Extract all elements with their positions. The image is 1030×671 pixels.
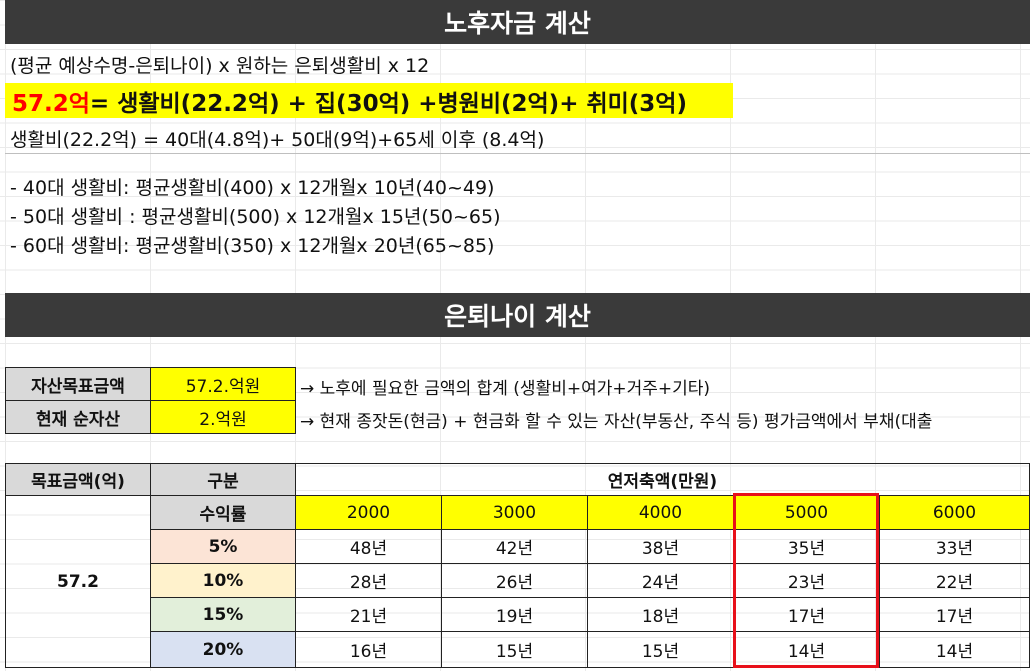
net-asset-desc: → 현재 종잣돈(현금) + 현금화 할 수 있는 자산(부동산, 주식 등) … xyxy=(300,412,933,432)
savings-6000: 6000 xyxy=(879,495,1030,530)
rate-10: 10% xyxy=(150,563,296,598)
col-header-savings: 연저축액(만원) xyxy=(295,463,1030,496)
rate-15: 15% xyxy=(150,597,296,632)
table-cell: 38년 xyxy=(587,529,734,564)
table-cell: 33년 xyxy=(879,529,1030,564)
savings-3000: 3000 xyxy=(441,495,588,530)
detail-40s: - 40대 생활비: 평균생활비(400) x 12개월x 10년(40~49) xyxy=(10,177,495,199)
total-breakdown: = 생활비(22.2억) + 집(30억) +병원비(2억)+ 취미(3억) xyxy=(89,90,687,117)
table-cell: 42년 xyxy=(441,529,588,564)
table-cell: 21년 xyxy=(295,597,442,632)
table-cell: 24년 xyxy=(587,563,734,598)
table-cell: 18년 xyxy=(587,597,734,632)
net-asset-value[interactable]: 2.억원 xyxy=(150,400,296,434)
table-cell: 19년 xyxy=(441,597,588,632)
highlight-5000-column xyxy=(733,493,879,668)
col-header-type: 구분 xyxy=(150,463,296,496)
table-cell: 14년 xyxy=(879,631,1030,668)
table-cell: 16년 xyxy=(295,631,442,668)
rate-header: 수익률 xyxy=(150,495,296,530)
net-asset-label: 현재 순자산 xyxy=(5,400,151,434)
living-breakdown-line: 생활비(22.2억) = 40대(4.8억)+ 50대(9억)+65세 이후 (… xyxy=(10,129,545,151)
highlight-total-row[interactable]: 57.2억 = 생활비(22.2억) + 집(30억) +병원비(2억)+ 취미(… xyxy=(5,83,733,118)
col-header-target: 목표금액(억) xyxy=(5,463,151,496)
title-retirement-age: 은퇴나이 계산 xyxy=(5,293,1030,337)
rate-20: 20% xyxy=(150,631,296,668)
target-asset-desc: → 노후에 필요한 금액의 합계 (생활비+여가+거주+기타) xyxy=(300,379,711,399)
divider xyxy=(5,153,1030,154)
table-cell: 26년 xyxy=(441,563,588,598)
table-cell: 22년 xyxy=(879,563,1030,598)
savings-2000: 2000 xyxy=(295,495,442,530)
formula-line: (평균 예상수명-은퇴나이) x 원하는 은퇴생활비 x 12 xyxy=(10,55,430,77)
table-cell: 28년 xyxy=(295,563,442,598)
table-cell: 15년 xyxy=(587,631,734,668)
savings-4000: 4000 xyxy=(587,495,734,530)
table-cell: 48년 xyxy=(295,529,442,564)
table-cell: 17년 xyxy=(879,597,1030,632)
savings-5000: 5000 xyxy=(733,495,880,530)
table-cell: 15년 xyxy=(441,631,588,668)
detail-60s: - 60대 생활비: 평균생활비(350) x 12개월x 20년(65~85) xyxy=(10,235,495,257)
title-retirement-fund: 노후자금 계산 xyxy=(5,0,1030,44)
target-asset-value[interactable]: 57.2.억원 xyxy=(150,367,296,401)
rate-5: 5% xyxy=(150,529,296,564)
target-value-cell: 57.2 xyxy=(5,495,151,668)
target-asset-label: 자산목표금액 xyxy=(5,367,151,401)
total-amount: 57.2억 xyxy=(12,90,90,117)
detail-50s: - 50대 생활비 : 평균생활비(500) x 12개월x 15년(50~65… xyxy=(10,206,501,228)
